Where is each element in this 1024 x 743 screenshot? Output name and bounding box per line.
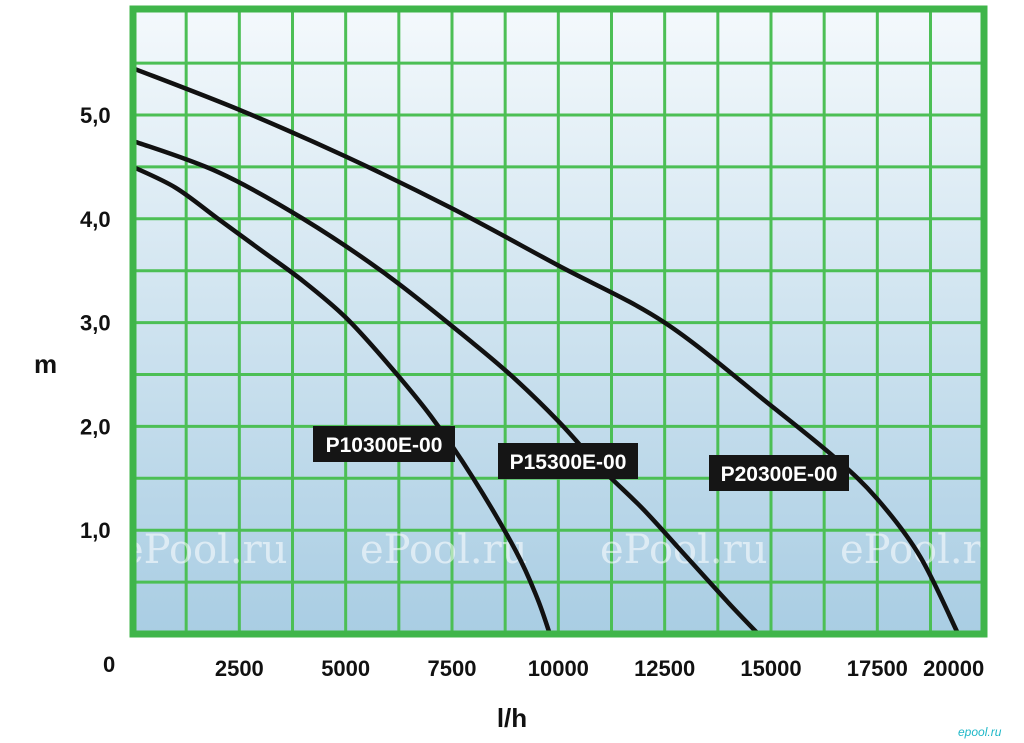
x-tick-label: 7500 <box>428 656 477 681</box>
plot-frame <box>129 5 988 638</box>
x-tick-label: 10000 <box>528 656 589 681</box>
y-axis-ticks: 1,0 2,0 3,0 4,0 5,0 <box>80 103 111 543</box>
y-tick-label: 1,0 <box>80 518 111 543</box>
series-label-box <box>709 455 849 491</box>
watermark-text: ePool.ru <box>120 527 288 573</box>
series-label-box <box>498 443 638 479</box>
series-label-text: P15300E-00 <box>510 451 627 474</box>
y-axis-label: m <box>34 349 57 379</box>
y-tick-label: 5,0 <box>80 103 111 128</box>
series-label-box <box>313 426 455 462</box>
x-axis-ticks: 2500 5000 7500 10000 12500 15000 17500 20000 <box>215 656 984 681</box>
x-tick-label: 12500 <box>634 656 695 681</box>
y-tick-label: 2,0 <box>80 414 111 439</box>
watermark-text: ePool.ru <box>600 527 768 573</box>
y-tick-label: 4,0 <box>80 207 111 232</box>
series-line-2 <box>130 138 761 637</box>
x-tick-label: 20000 <box>923 656 984 681</box>
series-label-text: P20300E-00 <box>721 463 838 486</box>
x-axis-label: l/h <box>497 703 527 733</box>
x-tick-label: 15000 <box>740 656 801 681</box>
y-tick-label: 3,0 <box>80 311 111 336</box>
x-tick-label: 2500 <box>215 656 264 681</box>
series-labels: P10300E-00 P15300E-00 P20300E-00 <box>313 426 849 491</box>
watermark-text: ePool.ru <box>0 527 58 573</box>
x-tick-label: 5000 <box>321 656 370 681</box>
origin-label: 0 <box>103 652 115 677</box>
series-curves <box>130 66 961 637</box>
watermark-text: ePool.ru <box>360 527 528 573</box>
series-label-text: P10300E-00 <box>326 434 443 457</box>
series-line-1 <box>130 164 553 637</box>
corner-watermark: epool.ru <box>958 725 1002 739</box>
x-tick-label: 17500 <box>847 656 908 681</box>
series-line-3 <box>130 66 961 637</box>
